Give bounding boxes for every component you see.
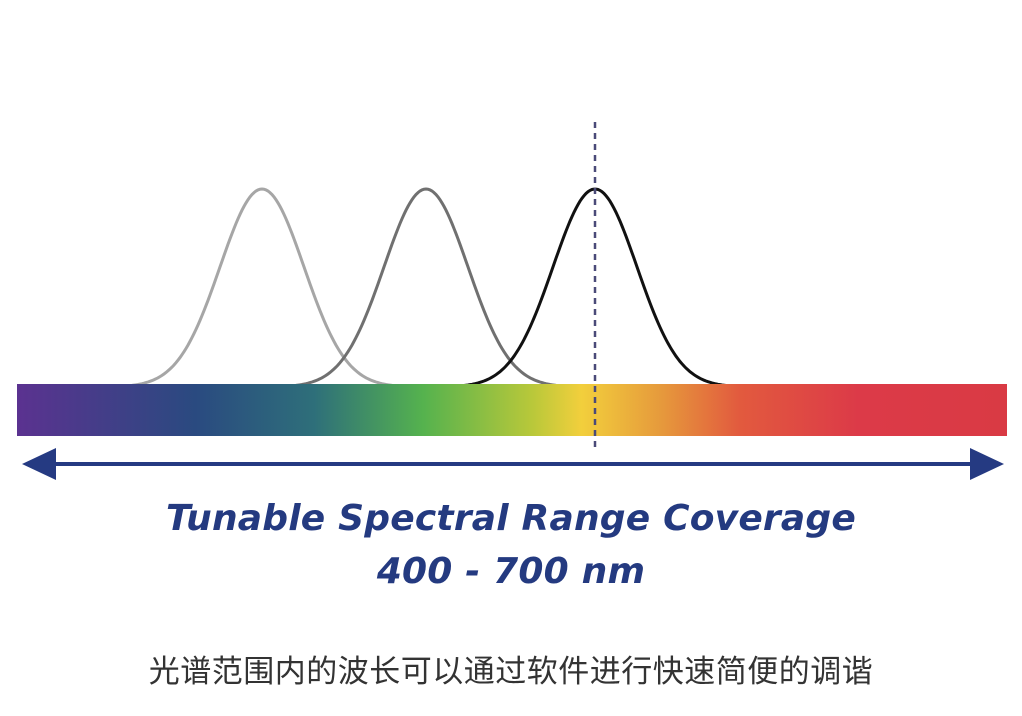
passband-curve-2 [288, 187, 562, 388]
passband-curve-1 [126, 187, 398, 388]
arrow-left-head-icon [22, 448, 56, 480]
spectrum-bar [17, 384, 1007, 436]
range-title: Tunable Spectral Range Coverage [166, 498, 856, 539]
range-arrow [22, 448, 1004, 480]
arrow-right-head-icon [970, 448, 1004, 480]
caption-text: 光谱范围内的波长可以通过软件进行快速简便的调谐 [148, 654, 874, 690]
range-value: 400 - 700 nm [376, 551, 646, 592]
